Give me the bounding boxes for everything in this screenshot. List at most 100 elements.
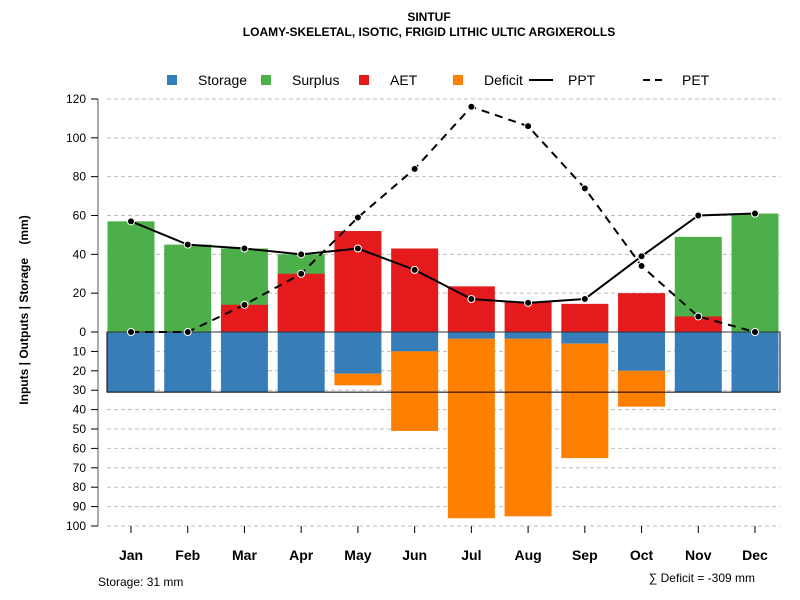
aet-bar [561, 303, 609, 332]
legend-label-aet: AET [390, 72, 418, 88]
y-tick-label: 60 [73, 209, 87, 223]
y-tick-label: 40 [73, 247, 87, 261]
surplus-bar [107, 221, 155, 332]
x-tick-label: Dec [742, 547, 768, 563]
storage-bar [277, 332, 325, 393]
deficit-bar [618, 370, 666, 407]
storage-bar [164, 332, 212, 393]
storage-bar [618, 332, 666, 371]
axes: 0 20 40 60 80 100 120 10 20 30 40 50 60 70 80 90 100 Jan F… [66, 92, 768, 563]
storage-bar [107, 332, 155, 393]
legend-label-storage: Storage [198, 72, 247, 88]
y-tick-label: 50 [73, 422, 87, 436]
aet-bar [674, 316, 722, 332]
aet-bar [391, 248, 439, 332]
lines [127, 102, 759, 336]
legend-swatch-storage [167, 75, 177, 85]
pet-point [580, 184, 589, 193]
x-tick-label: Jan [119, 547, 143, 563]
x-tick-label: Mar [232, 547, 257, 563]
aet-bar [618, 293, 666, 332]
x-tick-label: Jun [402, 547, 427, 563]
pet-point [127, 328, 135, 336]
storage-bar [731, 332, 779, 393]
aet-bar [220, 304, 268, 332]
legend-label-ppt: PPT [568, 72, 596, 88]
y-tick-label: 70 [73, 461, 87, 475]
legend: Storage Surplus AET Deficit PPT PET [167, 72, 710, 88]
y-tick-label: 90 [73, 500, 87, 514]
aet-bar [504, 301, 552, 332]
ppt-point [297, 250, 306, 259]
ppt-point [183, 240, 192, 249]
y-tick-label: 20 [73, 286, 87, 300]
ppt-line [130, 212, 756, 304]
legend-swatch-surplus [261, 75, 271, 85]
pet-line [131, 105, 756, 333]
ppt-point [467, 294, 476, 303]
ppt-point [637, 252, 646, 261]
x-tick-label: Oct [630, 547, 654, 563]
grid-lines [107, 98, 780, 527]
legend-swatch-deficit [453, 75, 463, 85]
y-axis-label: Inputs | Outputs | Storage (mm) [17, 215, 31, 404]
ppt-point [524, 298, 533, 307]
aet-bar [447, 286, 495, 332]
y-tick-label: 100 [66, 131, 86, 145]
chart-subtitle: LOAMY-SKELETAL, ISOTIC, FRIGID LITHIC UL… [243, 25, 615, 39]
x-tick-label: Jul [461, 547, 481, 563]
x-tick-label: Apr [289, 547, 314, 563]
deficit-note: ∑ Deficit = -309 mm [649, 571, 755, 585]
ppt-point [751, 209, 759, 218]
deficit-bar [447, 338, 495, 519]
ppt-point [410, 265, 419, 274]
ppt-point [127, 217, 135, 226]
y-tick-label: 40 [73, 403, 87, 417]
deficit-bar [334, 373, 382, 386]
y-tick-label: 100 [66, 519, 86, 533]
pet-point [467, 102, 476, 111]
x-tick-label: Sep [572, 547, 598, 563]
x-tick-label: Nov [685, 547, 712, 563]
x-tick-label: May [344, 547, 371, 563]
pet-point [410, 164, 419, 173]
surplus-bar [164, 244, 212, 332]
legend-label-pet: PET [682, 72, 710, 88]
x-tick-label: Aug [514, 547, 541, 563]
aet-bar [277, 273, 325, 332]
storage-bar [334, 332, 382, 374]
ppt-point [353, 244, 362, 253]
pet-point [694, 312, 703, 321]
pet-point [524, 122, 533, 131]
ppt-point [580, 294, 589, 303]
storage-note: Storage: 31 mm [98, 575, 183, 589]
y-tick-label: 0 [79, 325, 86, 339]
deficit-bar [504, 338, 552, 517]
pet-point [297, 269, 306, 278]
legend-swatch-aet [359, 75, 369, 85]
legend-label-deficit: Deficit [484, 72, 523, 88]
pet-point [353, 213, 362, 222]
y-tick-label: 80 [73, 170, 87, 184]
pet-point [751, 328, 759, 336]
ppt-point [240, 244, 249, 253]
pet-point [240, 300, 249, 309]
y-tick-label: 20 [73, 364, 87, 378]
pet-point [183, 328, 192, 336]
legend-label-surplus: Surplus [292, 72, 339, 88]
chart-title: SINTUF [407, 10, 450, 24]
pet-point [637, 261, 646, 270]
ppt-point [694, 211, 703, 220]
x-tick-label: Feb [175, 547, 200, 563]
deficit-bar [391, 351, 439, 431]
y-tick-label: 10 [73, 344, 87, 358]
storage-bar [447, 332, 495, 339]
storage-bar [504, 332, 552, 339]
storage-bar [391, 332, 439, 352]
deficit-bar [561, 343, 609, 459]
y-tick-label: 30 [73, 383, 87, 397]
y-tick-label: 120 [66, 92, 86, 106]
y-tick-label: 60 [73, 441, 87, 455]
surplus-bar [731, 213, 779, 332]
